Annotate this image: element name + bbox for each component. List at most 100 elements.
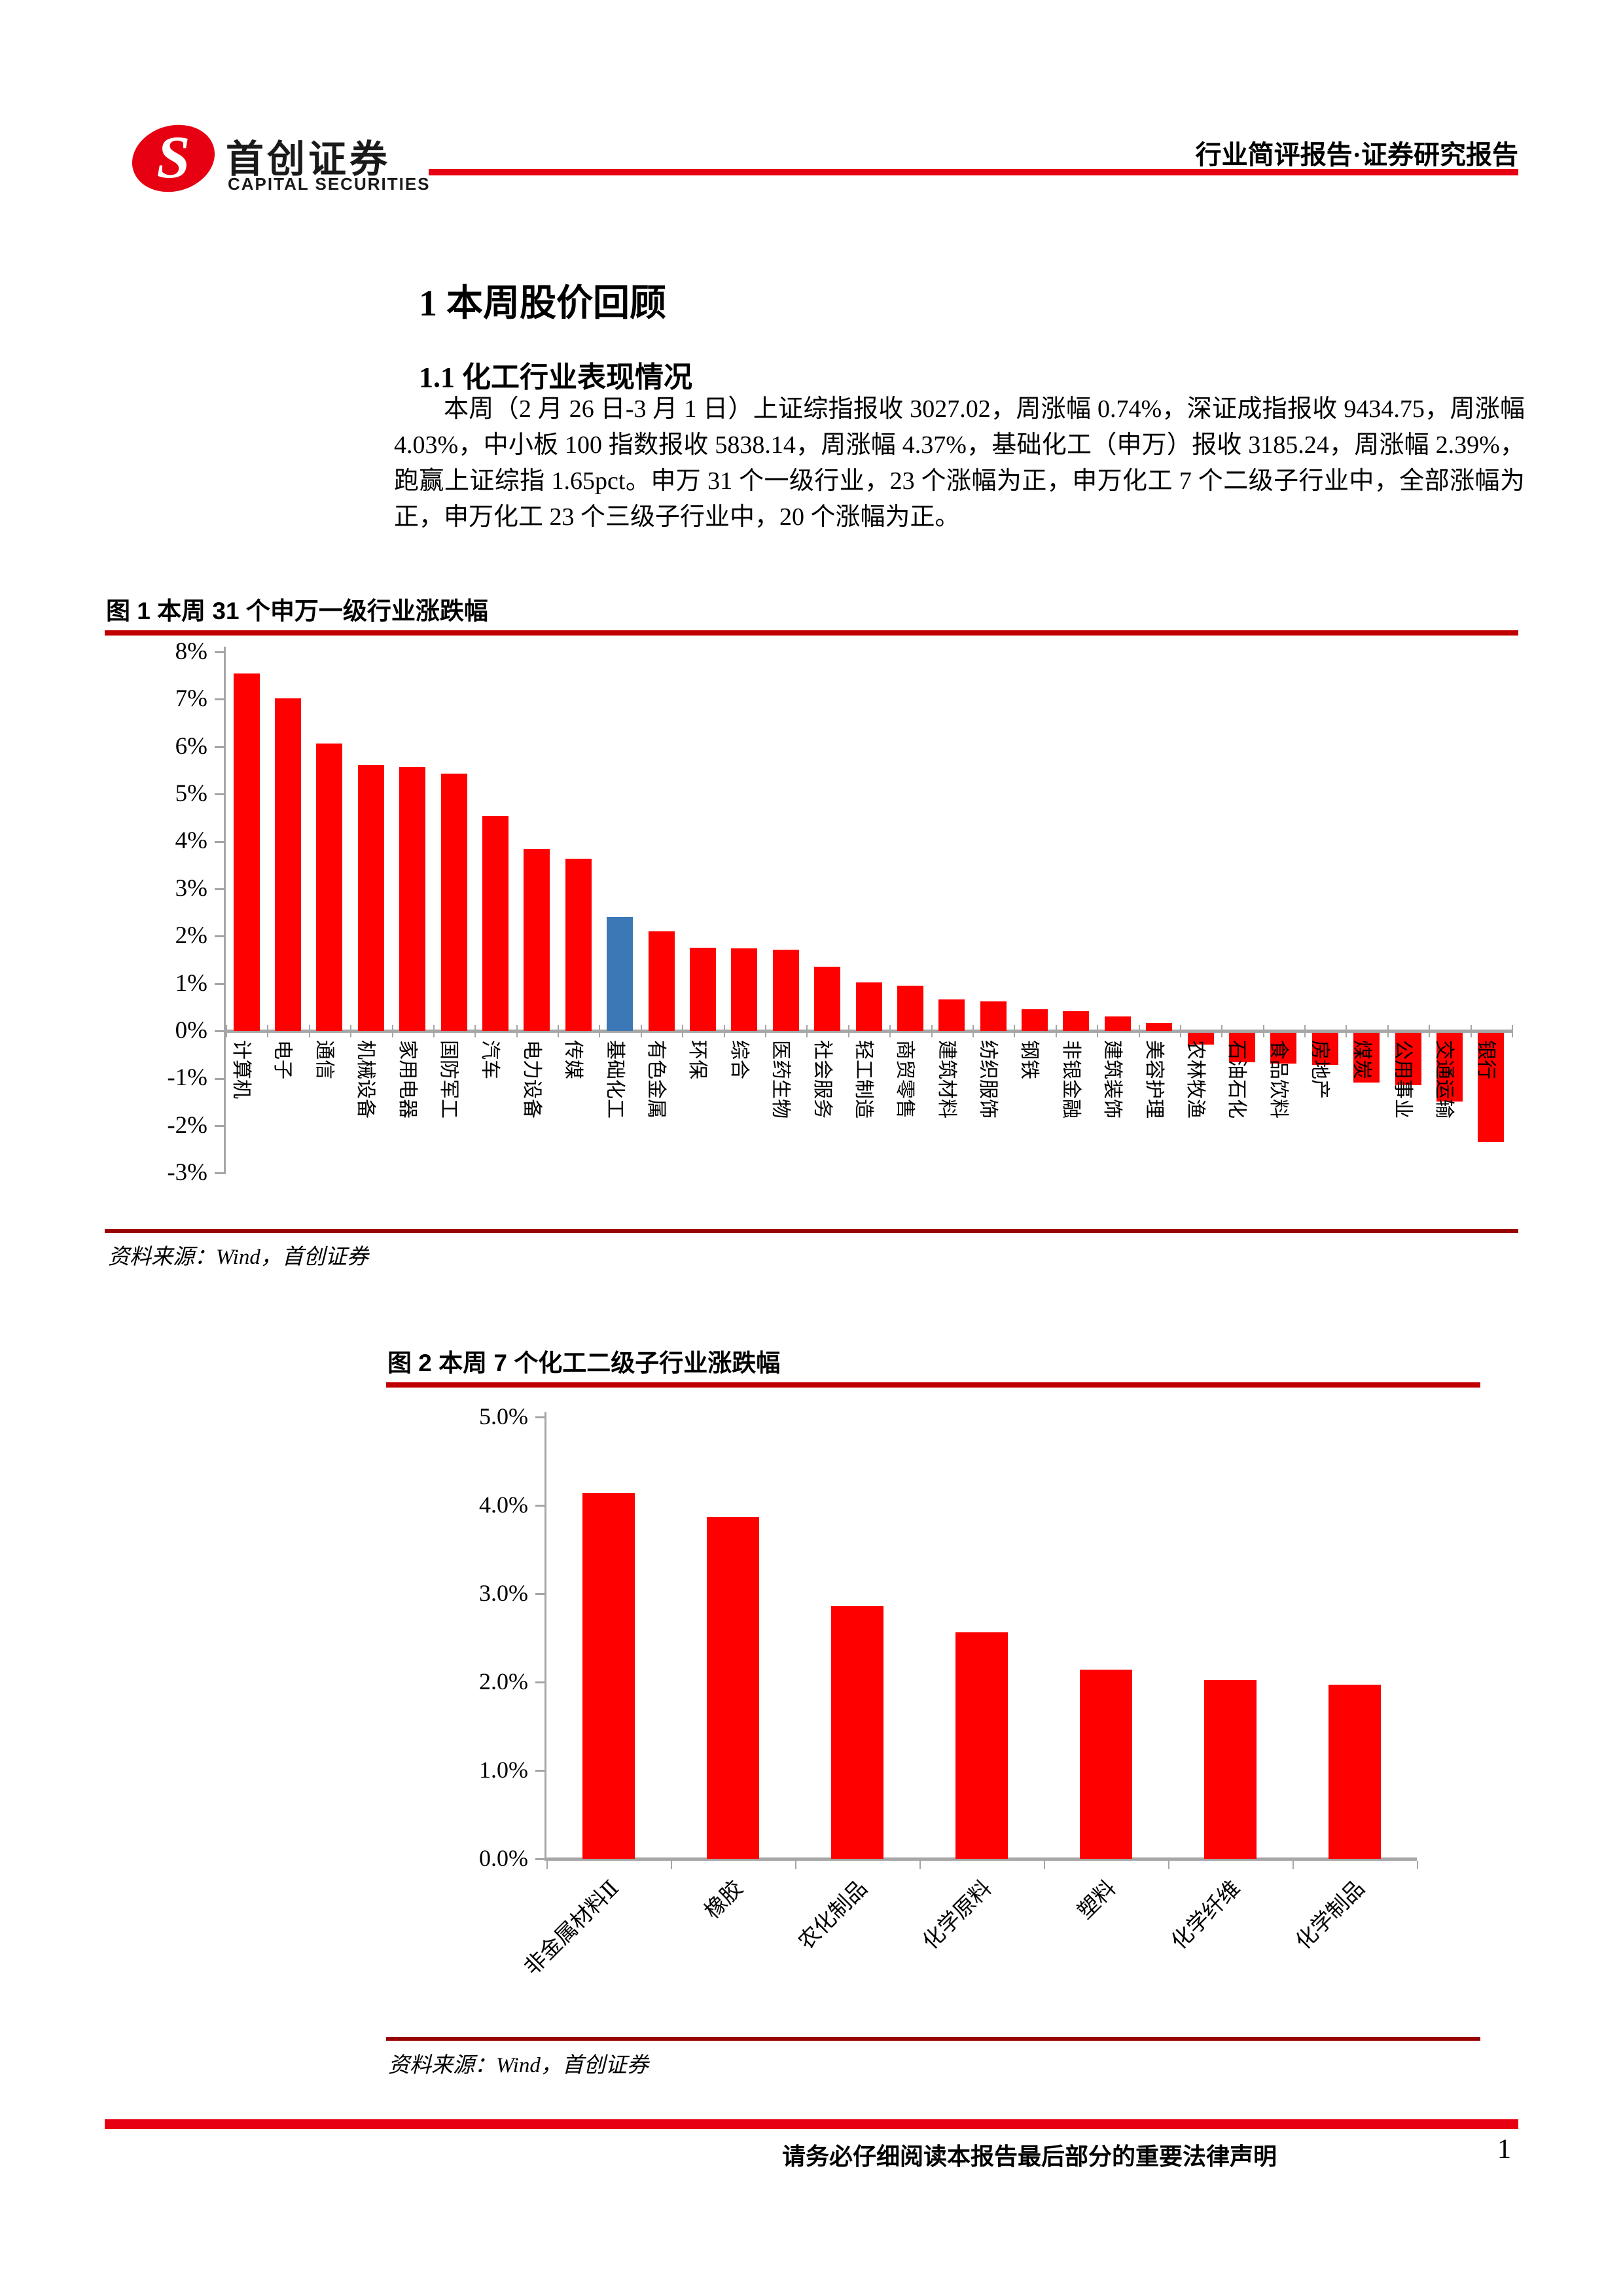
y-axis-line xyxy=(224,647,226,1174)
y-tick xyxy=(215,651,226,653)
x-tick xyxy=(1055,1025,1057,1038)
y-tick-label: 3% xyxy=(175,874,207,902)
y-tick-label: 4% xyxy=(175,827,207,855)
bar-国防军工 xyxy=(440,774,467,1031)
category-label: 环保 xyxy=(687,1040,709,1080)
category-label: 煤炭 xyxy=(1350,1040,1372,1080)
figure1-source: 资料来源：Wind，首创证券 xyxy=(108,1246,368,1269)
footer-disclaimer: 请务必仔细阅读本报告最后部分的重要法律声明 xyxy=(782,2144,1277,2170)
bar-电力设备 xyxy=(524,849,550,1031)
y-tick xyxy=(535,1681,546,1683)
y-tick-label: 5% xyxy=(175,780,207,807)
y-tick xyxy=(215,888,226,890)
y-tick-label: 2.0% xyxy=(479,1668,528,1695)
bar-房地产 xyxy=(1311,1033,1338,1066)
category-label: 非银金融 xyxy=(1060,1040,1082,1119)
category-label: 电子 xyxy=(272,1040,294,1080)
bar-建筑材料 xyxy=(938,999,965,1031)
figure1-source-rule xyxy=(105,1229,1518,1233)
x-tick xyxy=(558,1025,560,1038)
category-label: 建筑装饰 xyxy=(1101,1040,1124,1119)
bar-农化制品 xyxy=(831,1605,883,1859)
x-tick xyxy=(931,1025,933,1038)
y-tick xyxy=(215,1077,226,1080)
bar-建筑装饰 xyxy=(1104,1016,1131,1031)
y-tick-label: 0% xyxy=(175,1017,207,1044)
y-tick-label: 1% xyxy=(175,969,207,997)
y-tick-label: 8% xyxy=(175,637,207,665)
category-label-text: 化学纤维 xyxy=(1167,1876,1245,1954)
y-tick-label: 2% xyxy=(175,922,207,950)
x-tick xyxy=(1387,1025,1389,1038)
capital-securities-logo-icon: S xyxy=(132,124,215,192)
footer-rule xyxy=(105,2119,1518,2129)
y-tick xyxy=(535,1416,546,1418)
category-label: 食品饮料 xyxy=(1267,1040,1289,1119)
x-tick xyxy=(226,1025,227,1038)
x-tick xyxy=(682,1025,684,1038)
footer-page-number: 1 xyxy=(1497,2134,1511,2164)
y-tick xyxy=(215,698,226,701)
y-tick-label: 6% xyxy=(175,732,207,760)
figure1-bar-chart: 8% 7% 6% 5% 4% 3% 2% 1% 0% -1% -2% -3% 计算机 电子 通信 机械设备 家用… xyxy=(105,638,1525,1221)
y-tick xyxy=(215,793,226,796)
category-label: 房地产 xyxy=(1309,1040,1331,1100)
bar-塑料 xyxy=(1080,1670,1132,1859)
x-tick xyxy=(1179,1025,1181,1038)
category-label: 家用电器 xyxy=(396,1040,418,1119)
x-tick xyxy=(889,1025,891,1038)
bar-医药生物 xyxy=(772,949,799,1031)
bar-石油石化 xyxy=(1228,1033,1255,1063)
y-tick xyxy=(215,1172,226,1175)
y-tick-label: 1.0% xyxy=(479,1757,528,1784)
y-tick xyxy=(215,935,226,938)
y-tick xyxy=(535,1858,546,1860)
x-tick xyxy=(1168,1861,1169,1869)
x-tick xyxy=(391,1025,393,1038)
x-tick xyxy=(1293,1861,1294,1869)
bar-传媒 xyxy=(565,858,592,1031)
bar-社会服务 xyxy=(814,966,841,1031)
x-tick xyxy=(919,1861,921,1869)
category-label: 社会服务 xyxy=(811,1040,833,1119)
category-label-text: 非金属材料Ⅱ xyxy=(520,1876,624,1981)
category-label: 通信 xyxy=(313,1040,335,1080)
x-tick xyxy=(1221,1025,1223,1038)
category-label-text: 橡胶 xyxy=(700,1876,748,1924)
category-label: 建筑材料 xyxy=(935,1040,957,1119)
bar-公用事业 xyxy=(1395,1033,1421,1085)
header-rule xyxy=(429,169,1518,175)
x-tick xyxy=(795,1861,796,1869)
category-label: 机械设备 xyxy=(355,1040,377,1119)
category-label: 美容护理 xyxy=(1143,1040,1165,1119)
y-axis-line xyxy=(544,1412,546,1859)
y-tick xyxy=(535,1593,546,1595)
bar-环保 xyxy=(689,947,716,1031)
x-axis-line xyxy=(544,1857,1417,1861)
x-tick xyxy=(640,1025,642,1038)
subsection-title: 1.1 化工行业表现情况 xyxy=(419,361,692,393)
x-tick xyxy=(433,1025,435,1038)
y-tick-label: -3% xyxy=(167,1159,207,1187)
x-tick xyxy=(1346,1025,1347,1038)
bar-化学制品 xyxy=(1329,1685,1381,1859)
x-tick xyxy=(806,1025,808,1038)
category-label-text: 化学原料 xyxy=(918,1876,997,1954)
x-tick xyxy=(765,1025,767,1038)
figure2-bar-chart: 5.0% 4.0% 3.0% 2.0% 1.0% 0.0% 非金属材料Ⅱ 橡胶 农化制品 化学原料… xyxy=(386,1394,1492,2022)
y-tick xyxy=(535,1505,546,1507)
bar-钢铁 xyxy=(1022,1009,1048,1031)
bar-轻工制造 xyxy=(855,982,882,1031)
x-tick xyxy=(267,1025,269,1038)
bar-银行 xyxy=(1478,1033,1505,1142)
x-tick xyxy=(1417,1861,1418,1869)
x-tick xyxy=(1097,1025,1099,1038)
category-label-text: 化学制品 xyxy=(1291,1876,1370,1954)
category-label: 农林牧渔 xyxy=(1184,1040,1206,1119)
y-tick-label: 7% xyxy=(175,685,207,713)
report-type-label: 行业简评报告·证券研究报告 xyxy=(1195,140,1518,170)
x-tick xyxy=(308,1025,310,1038)
category-label-text: 塑料 xyxy=(1073,1876,1121,1924)
bar-化学纤维 xyxy=(1204,1680,1257,1859)
